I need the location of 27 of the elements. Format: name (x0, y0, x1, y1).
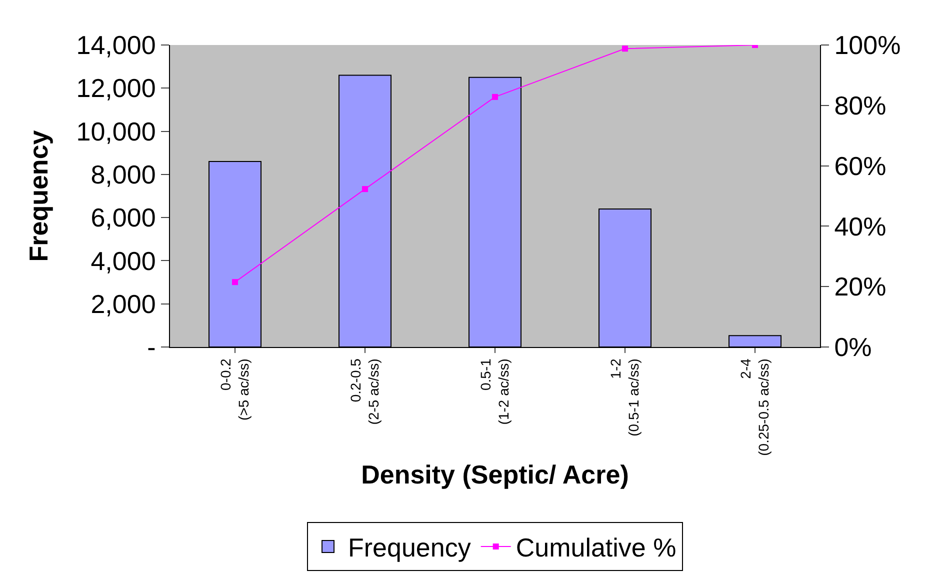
x-tick-label: 1-2 (0.5-1 ac/ss) (607, 358, 642, 436)
legend-label: Cumulative % (516, 532, 676, 563)
x-tick-label: 0-0.2 (>5 ac/ss) (217, 358, 252, 420)
x-tick-label: 0.2-0.5 (2-5 ac/ss) (347, 358, 382, 425)
x-axis-title: Density (Septic/ Acre) (361, 460, 629, 490)
y-tick-label: 12,000 (76, 73, 156, 104)
y-tick-label: 14,000 (76, 30, 156, 60)
legend-label: Frequency (348, 532, 471, 563)
y-tick-label: 10,000 (76, 116, 156, 146)
y2-tick-label: 20% (834, 272, 886, 302)
y-tick-label: 2,000 (90, 288, 156, 319)
y-tick-label: 4,000 (90, 246, 156, 276)
y-axis-title: Frequency (24, 130, 54, 262)
point (492, 94, 498, 100)
point (232, 279, 238, 286)
point (362, 186, 368, 192)
y2-tick-label: 100% (834, 30, 901, 60)
point (622, 46, 628, 52)
y-tick-label: 8,000 (90, 160, 156, 190)
x-tick-label: 2-4 (0.25-0.5 ac/ss) (737, 358, 772, 456)
y-tick-label: 6,000 (90, 202, 156, 233)
y2-tick-label: 60% (834, 150, 886, 181)
y-tick-label: - (147, 332, 156, 362)
y2-tick-label: 80% (834, 90, 886, 120)
y2-tick-label: 40% (834, 211, 886, 242)
x-tick-label: 0.5-1 (1-2 ac/ss) (477, 358, 512, 425)
y2-tick-label: 0% (834, 332, 872, 362)
